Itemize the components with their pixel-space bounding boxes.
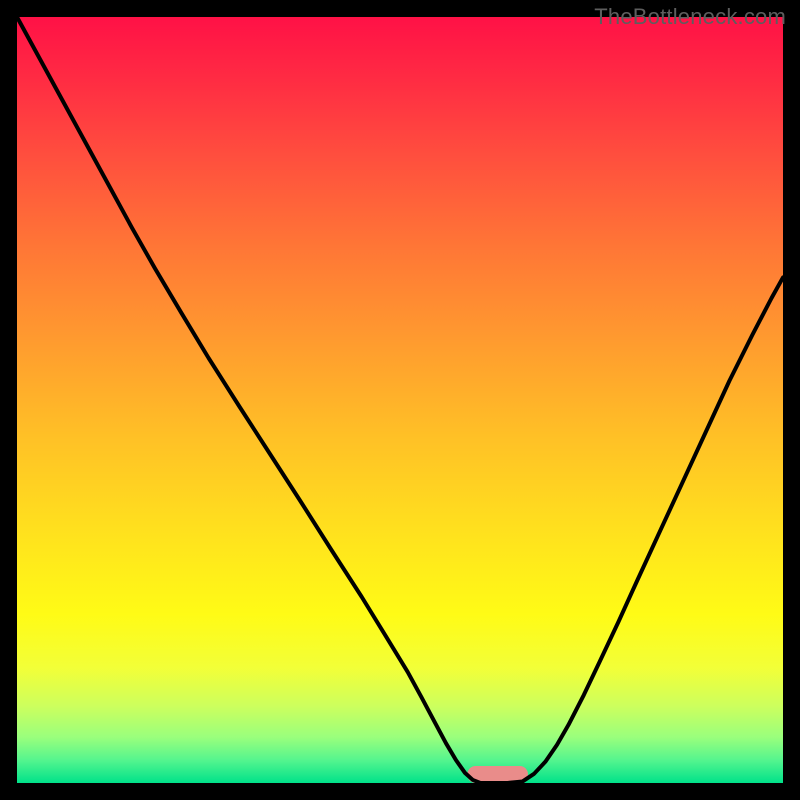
watermark-text: TheBottleneck.com xyxy=(594,4,786,30)
chart-svg xyxy=(0,0,800,800)
bottleneck-chart: TheBottleneck.com xyxy=(0,0,800,800)
chart-background-gradient xyxy=(17,17,783,783)
